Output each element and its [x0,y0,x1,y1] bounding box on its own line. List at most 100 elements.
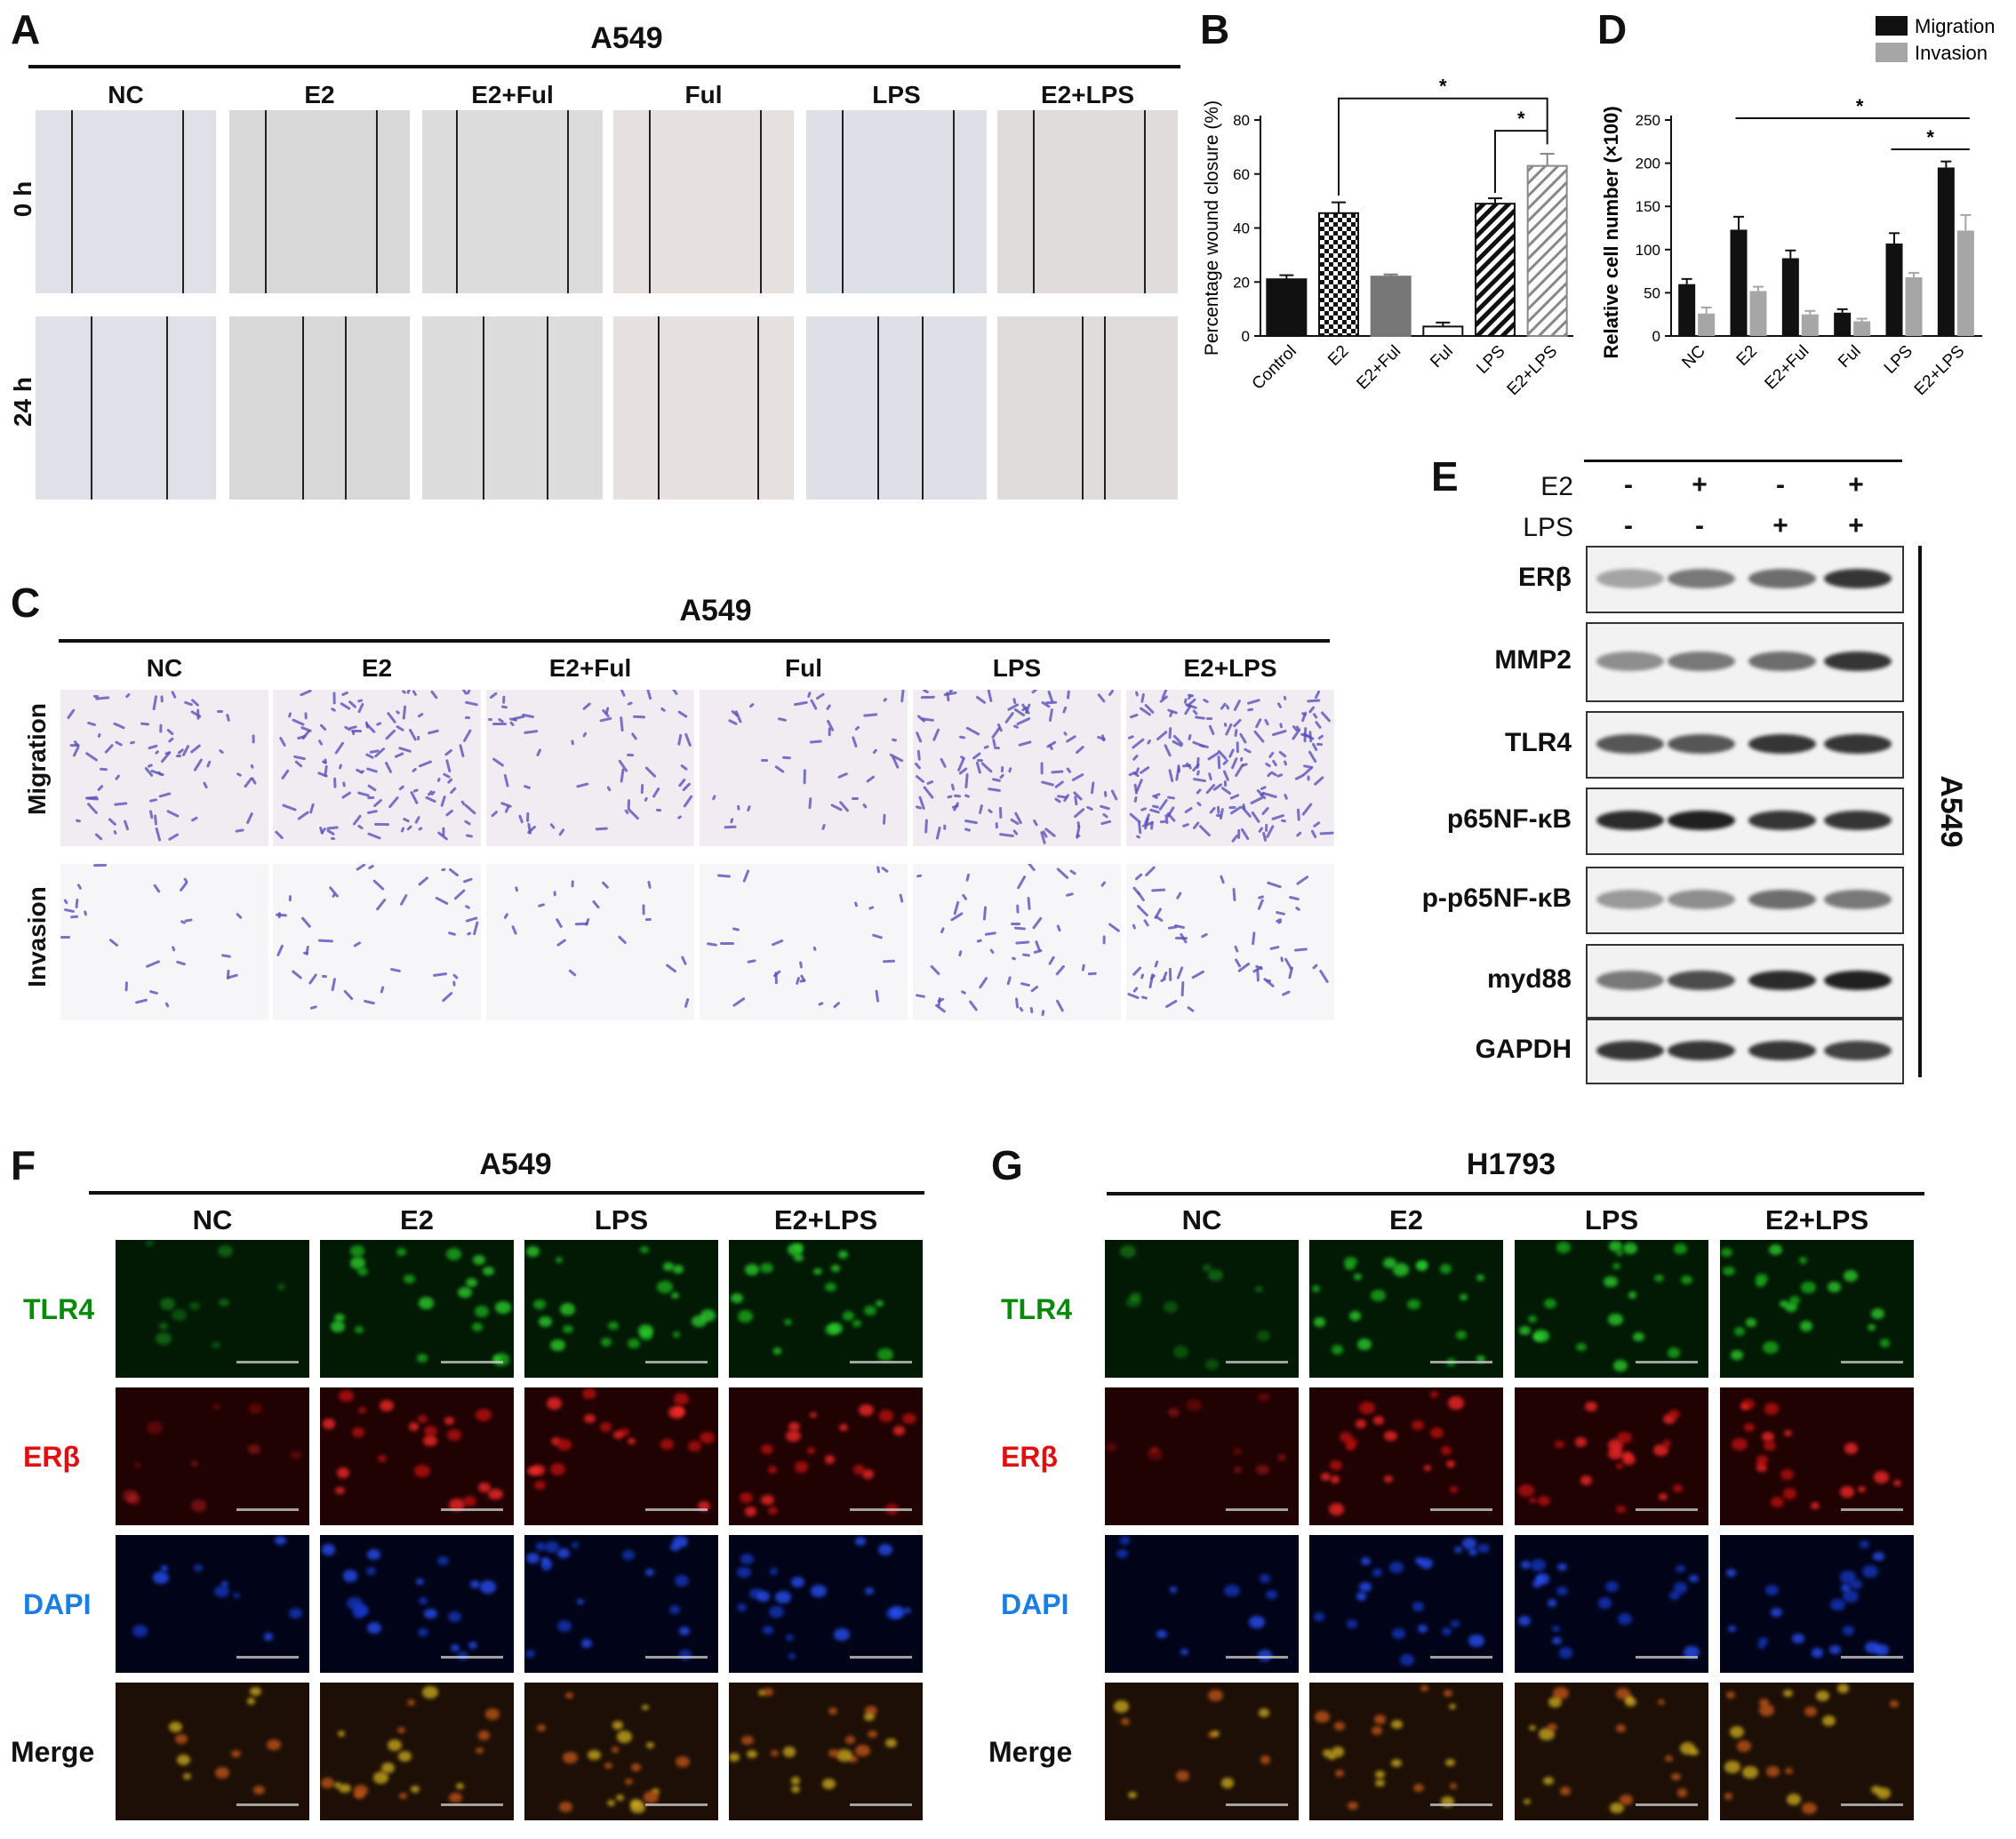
x-tick-label: LPS [1473,342,1508,378]
fluorescence-image [1105,1387,1299,1525]
cell-signal [290,1451,302,1460]
cell-signal [1373,1714,1387,1724]
stained-cell [318,939,334,942]
stained-cell [749,702,756,708]
transwell-image [1126,690,1334,846]
stained-cell [218,748,225,755]
stained-cell [1017,875,1027,889]
bar [1370,276,1412,337]
stained-cell [363,999,376,1005]
stained-cell [968,1000,979,1011]
stained-cell [402,817,410,823]
stained-cell [189,743,202,755]
cell-signal [700,1309,716,1322]
cell-signal [672,1264,684,1274]
cell-signal [1147,1448,1164,1461]
cell-signal [1840,1584,1851,1592]
stained-cell [331,836,336,840]
scale-bar [850,1803,912,1806]
cell-signal [1556,1563,1567,1571]
significance-star: * [1856,95,1864,117]
stained-cell [720,942,735,946]
protein-band [1748,890,1816,909]
cell-signal [342,1570,358,1582]
stained-cell [953,794,961,798]
cell-signal [456,1782,465,1789]
cell-signal [152,1571,169,1585]
cell-signal [756,1591,771,1602]
cell-signal [418,1628,428,1637]
stained-cell [891,738,897,742]
cell-signal [1829,1644,1842,1655]
significance-star: * [1926,126,1934,148]
cell-signal [158,1322,168,1330]
cell-signal [1654,1274,1665,1283]
stained-cell [851,796,860,800]
stained-cell [1088,971,1098,976]
stained-cell [535,748,542,757]
cell-signal [1766,1766,1780,1777]
cell-signal [1761,1431,1774,1443]
fluorescence-image [1515,1240,1708,1378]
stained-cell [553,890,556,897]
stained-cell [158,791,172,798]
stained-cell [1208,772,1213,780]
cell-signal [1763,1440,1777,1451]
cell-signal [622,1550,635,1561]
stained-cell [1174,936,1188,939]
stained-cell [166,809,180,819]
scratch-edge-line [1033,110,1035,293]
stained-cell [465,716,471,719]
cell-signal [1658,1493,1668,1501]
panel-a-label: A [11,6,41,52]
cell-signal [790,1777,801,1786]
stained-cell [591,900,600,909]
cell-signal [1233,1466,1243,1474]
stained-cell [452,973,459,979]
cell-signal [1618,1613,1633,1625]
cell-signal [1445,1460,1456,1468]
cell-signal [247,1443,261,1454]
scratch-edge-line [757,316,759,500]
stained-cell [729,817,734,824]
cell-signal [1657,1699,1665,1706]
stained-cell [1209,806,1217,815]
stained-cell [993,746,1001,750]
stained-cell [555,917,564,929]
stained-cell [1132,986,1139,994]
scale-bar [645,1656,708,1659]
scale-bar [1226,1803,1288,1806]
stained-cell [1101,812,1108,820]
stained-cell [1278,750,1288,759]
scale-bar [441,1656,503,1659]
stained-cell [168,833,180,842]
cell-signal [1628,1291,1636,1299]
stained-cell [620,716,625,732]
cell-signal [176,1754,190,1765]
cell-signal [1517,1615,1531,1627]
cell-signal [640,1246,649,1253]
cell-signal [1608,1447,1624,1460]
cell-signal [1389,1561,1404,1573]
stained-cell [367,831,382,840]
stained-cell [627,700,633,706]
stained-cell [671,690,679,696]
cell-signal [231,1749,241,1757]
stained-cell [1041,1009,1045,1016]
stained-cell [452,980,456,987]
cell-signal [1429,1427,1444,1438]
cell-signal [631,1763,641,1771]
stained-cell [1180,980,1185,996]
cell-signal [1439,1264,1452,1274]
stained-cell [444,748,453,756]
cell-signal [1320,1473,1331,1481]
stained-cell [643,796,648,803]
cell-signal [1391,1759,1402,1768]
stained-cell [684,998,690,1009]
stained-cell [1233,728,1238,738]
cell-signal [1616,1505,1626,1513]
stained-cell [1320,831,1334,836]
stained-cell [412,767,418,773]
stained-cell [601,880,609,889]
stained-cell [412,690,418,697]
